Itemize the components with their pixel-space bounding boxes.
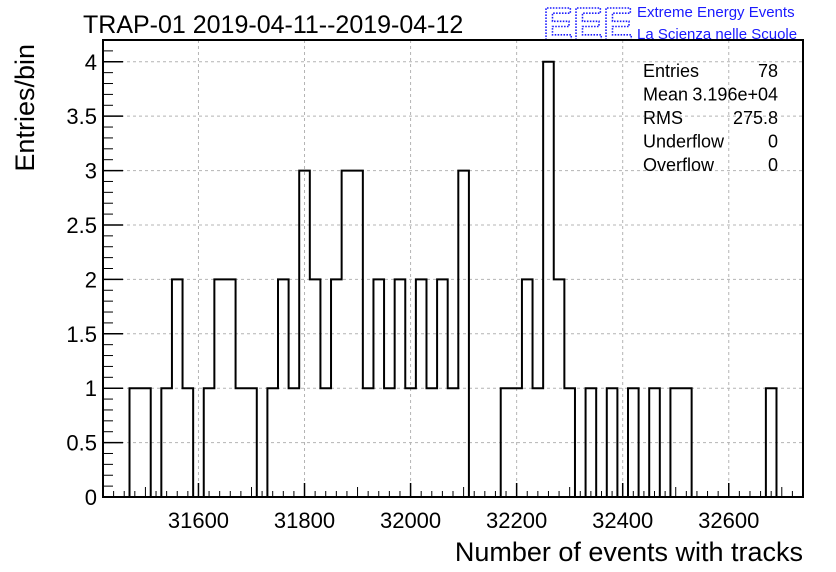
histogram-bin	[267, 388, 278, 497]
histogram-bin	[564, 388, 575, 497]
histogram-bin	[342, 171, 353, 497]
chart-title: TRAP-01 2019-04-11--2019-04-12	[83, 11, 463, 39]
histogram-bin	[289, 388, 300, 497]
histogram-bin	[214, 279, 225, 497]
histogram-bin	[236, 388, 247, 497]
histogram-bin	[766, 388, 777, 497]
histogram-bin	[670, 388, 681, 497]
histogram-bin	[225, 279, 236, 497]
histogram-bin	[649, 388, 660, 497]
histogram-bin	[140, 388, 151, 497]
histogram-bin	[320, 388, 331, 497]
x-axis-label: Number of events with tracks	[455, 537, 803, 567]
x-tick-label: 31600	[168, 508, 229, 533]
eee-logo-line-1: Extreme Energy Events	[637, 4, 795, 21]
stats-label: Mean	[643, 85, 688, 105]
y-tick-label: 3.5	[66, 104, 97, 129]
histogram-bin	[586, 388, 597, 497]
x-tick-labels: 31600 31800 32000 32200 32400 32600	[168, 508, 759, 533]
histogram-bin	[437, 279, 448, 497]
x-tick-label: 31800	[274, 508, 335, 533]
histogram-bin	[384, 388, 395, 497]
y-tick-label: 2.5	[66, 213, 97, 238]
histogram-bin	[395, 279, 406, 497]
histogram-bin	[628, 388, 639, 497]
histogram-outline	[103, 60, 803, 498]
eee-logo-line-2: La Scienza nelle Scuole	[637, 26, 797, 43]
y-tick-labels: 0 0.5 1 1.5 2 2.5 3 3.5 4	[66, 50, 97, 510]
eee-logo-mark: EEE	[543, 0, 633, 50]
y-tick-label: 0	[85, 485, 97, 510]
axis-ticks	[102, 50, 804, 498]
x-tick-label: 32400	[592, 508, 653, 533]
stats-value: 0	[768, 132, 778, 152]
y-tick-label: 0.5	[66, 431, 97, 456]
histogram-bin	[405, 388, 416, 497]
histogram-bin	[331, 279, 342, 497]
x-tick-label: 32600	[698, 508, 759, 533]
histogram-bin	[522, 279, 533, 497]
histogram-bin	[448, 388, 459, 497]
histogram-bin	[278, 279, 289, 497]
eee-logo: EEE Extreme Energy Events La Scienza nel…	[542, 0, 797, 51]
y-tick-label: 2	[85, 267, 97, 292]
y-tick-label: 1	[85, 376, 97, 401]
y-tick-label: 1.5	[66, 322, 97, 347]
stats-label: Underflow	[643, 132, 725, 152]
stats-value: 3.196e+04	[692, 85, 778, 105]
histogram-bin	[458, 171, 469, 497]
stats-label: RMS	[643, 108, 683, 128]
histogram-bin	[416, 279, 427, 497]
y-tick-label: 4	[85, 50, 97, 75]
histogram-bin	[183, 388, 194, 497]
histogram-bin	[299, 171, 310, 497]
histogram-bin	[204, 388, 215, 497]
histogram-bin	[607, 388, 618, 497]
stats-label: Entries	[643, 61, 699, 81]
x-tick-label: 32200	[486, 508, 547, 533]
stats-value: 275.8	[733, 108, 778, 128]
histogram-bin	[172, 279, 183, 497]
histogram-bin	[533, 388, 544, 497]
y-tick-label: 3	[85, 159, 97, 184]
stats-value: 0	[768, 155, 778, 175]
histogram-bin	[554, 279, 565, 497]
histogram-bin	[161, 388, 172, 497]
histogram-bin	[681, 388, 692, 497]
y-axis-label: Entries/bin	[10, 44, 40, 172]
histogram-bin	[310, 279, 321, 497]
histogram-bin	[130, 388, 141, 497]
histogram-bin	[426, 388, 437, 497]
histogram-bin	[511, 388, 522, 497]
x-tick-label: 32000	[380, 508, 441, 533]
histogram-bin	[363, 388, 374, 497]
stats-label: Overflow	[643, 155, 715, 175]
histogram-bin	[246, 388, 257, 497]
histogram-bin	[543, 62, 554, 497]
stats-box: Entries 78 Mean 3.196e+04 RMS 275.8 Underflow 0…	[643, 61, 778, 175]
stats-value: 78	[758, 61, 778, 81]
histogram-bin	[373, 279, 384, 497]
histogram-bin	[501, 388, 512, 497]
histogram-bin	[352, 171, 363, 497]
